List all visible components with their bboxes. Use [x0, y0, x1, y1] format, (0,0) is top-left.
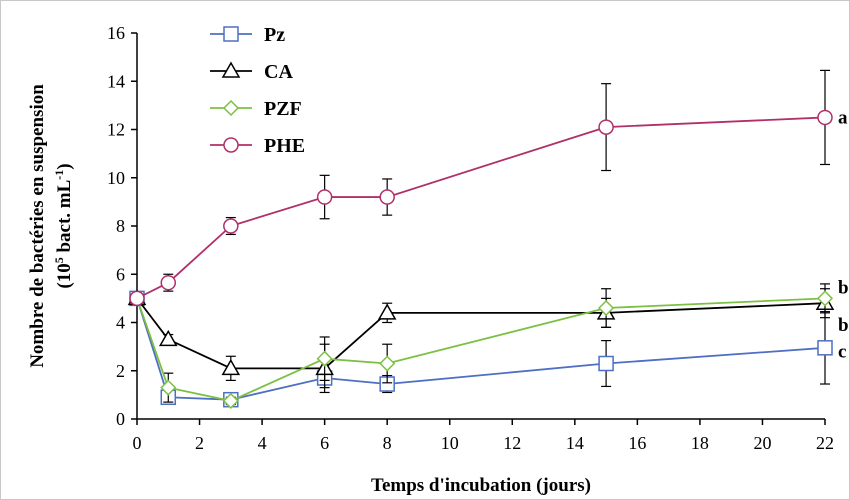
- x-tick-label: 6: [320, 433, 329, 453]
- x-tick-label: 14: [566, 433, 584, 453]
- y-tick-label: 6: [116, 264, 125, 284]
- x-ticks: 0 2 4 6 8 10 12 14 16 18 20 22: [133, 419, 834, 453]
- legend: Pz CA PZF PHE: [210, 24, 305, 157]
- legend-item-pz: Pz: [210, 24, 285, 46]
- x-tick-label: 18: [691, 433, 709, 453]
- x-tick-label: 10: [441, 433, 459, 453]
- series-line: [136, 297, 826, 370]
- y-tick-label: 2: [116, 361, 125, 381]
- unit-close: ): [54, 163, 75, 169]
- data-point: [221, 358, 241, 376]
- x-tick-label: 2: [195, 433, 204, 453]
- data-point: [160, 379, 177, 396]
- y-ticks: 0 2 4 6 8 10 12 14 16: [107, 23, 137, 429]
- data-point: [222, 99, 240, 117]
- data-point: [223, 218, 239, 234]
- data-point: [817, 340, 833, 356]
- unit-mid: bact. mL: [54, 180, 75, 258]
- legend-label: PHE: [264, 135, 305, 157]
- legend-label: PZF: [264, 98, 302, 120]
- legend-label: CA: [264, 61, 293, 83]
- data-point: [316, 189, 333, 205]
- group-letter: a: [838, 107, 848, 128]
- x-tick-label: 12: [503, 433, 521, 453]
- data-point: [598, 299, 615, 317]
- legend-item-phe: PHE: [210, 135, 305, 157]
- series-pz: [129, 290, 833, 408]
- data-point: [158, 329, 178, 347]
- unit-exp1: 5: [52, 257, 66, 263]
- data-point: [379, 355, 396, 372]
- data-point: [598, 355, 614, 372]
- group-letter: b: [838, 278, 849, 299]
- legend-item-ca: CA: [210, 61, 293, 83]
- x-axis-title: Temps d'incubation (jours): [371, 475, 591, 496]
- y-tick-label: 16: [107, 23, 125, 43]
- y-tick-label: 10: [107, 168, 125, 188]
- group-letter: c: [838, 341, 846, 362]
- y-tick-label: 8: [116, 216, 125, 236]
- x-tick-label: 22: [816, 433, 834, 453]
- series-line: [136, 297, 826, 402]
- x-tick-label: 20: [753, 433, 771, 453]
- data-point: [129, 290, 145, 307]
- axes: 0 2 4 6 8 10 12 14 16 18 20 22 0 2 4 6 8 10 12 14 16: [107, 23, 834, 453]
- data-point: [316, 350, 333, 367]
- y-axis-title: Nombre de bactéries en suspension (105 b…: [27, 84, 75, 368]
- y-axis-title-line1: Nombre de bactéries en suspension: [27, 84, 48, 368]
- series-pzf: [128, 283, 834, 409]
- plot-area: [127, 69, 835, 409]
- data-point: [223, 137, 239, 153]
- y-axis-title-unit: (105 bact. mL-1): [52, 163, 75, 288]
- y-tick-label: 14: [107, 71, 125, 91]
- group-letter: b: [838, 315, 849, 336]
- data-point: [221, 61, 241, 78]
- x-tick-label: 8: [383, 433, 392, 453]
- data-point: [160, 274, 177, 291]
- x-tick-label: 4: [258, 433, 267, 453]
- unit-exp2: -1: [52, 170, 66, 180]
- data-point: [598, 119, 614, 135]
- x-tick-label: 0: [133, 433, 142, 453]
- unit-open: (10: [54, 263, 75, 288]
- data-point: [379, 189, 395, 205]
- data-point: [377, 303, 397, 320]
- x-tick-label: 16: [628, 433, 646, 453]
- y-tick-label: 0: [116, 409, 125, 429]
- data-point: [816, 290, 834, 307]
- y-tick-label: 4: [116, 313, 125, 333]
- y-tick-label: 12: [107, 120, 125, 140]
- legend-item-pzf: PZF: [210, 98, 302, 120]
- data-point: [222, 392, 239, 409]
- data-point: [817, 109, 833, 126]
- series-phe: [129, 69, 833, 307]
- legend-label: Pz: [264, 24, 285, 46]
- data-point: [223, 26, 239, 42]
